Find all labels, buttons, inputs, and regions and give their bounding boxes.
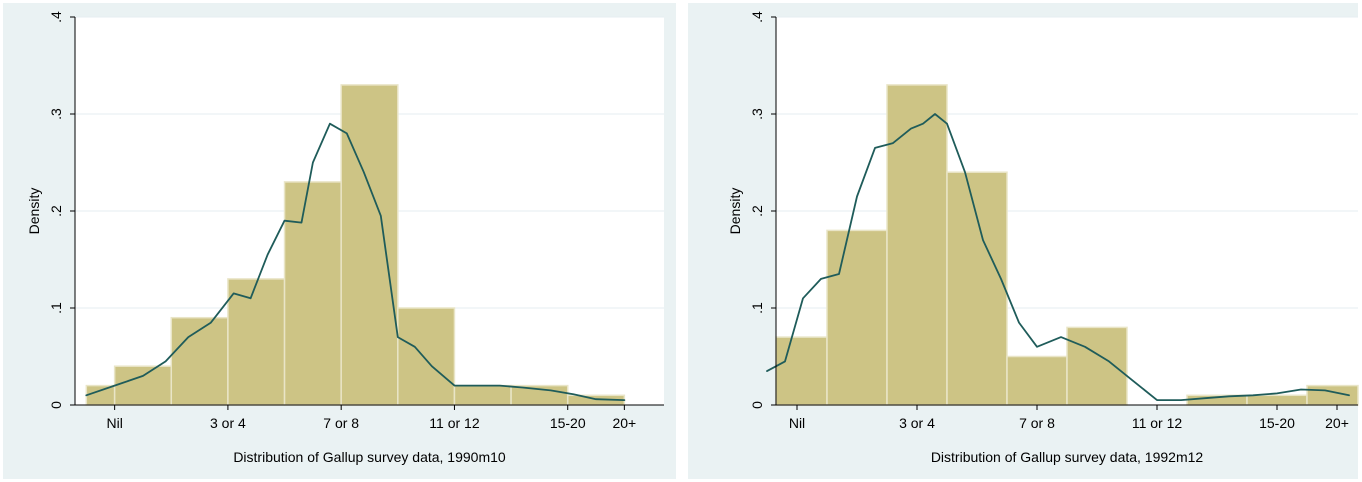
y-axis-title: Density bbox=[727, 188, 743, 235]
y-tick-label: .2 bbox=[48, 205, 64, 217]
y-tick-label: .3 bbox=[749, 108, 765, 120]
x-tick-label: 11 or 12 bbox=[1132, 415, 1183, 431]
histogram-bar bbox=[1066, 326, 1128, 406]
x-axis-title: Distribution of Gallup survey data, 1990… bbox=[233, 449, 506, 465]
x-tick-label: 11 or 12 bbox=[429, 415, 480, 431]
y-tick-label: 0 bbox=[48, 401, 64, 409]
histogram-bar bbox=[453, 384, 512, 406]
y-tick-label: .4 bbox=[749, 11, 765, 23]
histogram-bar bbox=[340, 84, 399, 406]
kernel-density-line bbox=[766, 113, 1350, 402]
x-tick-label: Nil bbox=[106, 415, 122, 431]
histogram-bar bbox=[886, 84, 948, 406]
x-axis-title: Distribution of Gallup survey data, 1992… bbox=[931, 449, 1204, 465]
y-tick-label: .1 bbox=[749, 302, 765, 314]
y-tick-label: .1 bbox=[48, 302, 64, 314]
y-tick-label: .2 bbox=[749, 205, 765, 217]
y-tick-label: .4 bbox=[48, 11, 64, 23]
kernel-density-line bbox=[85, 122, 626, 402]
histogram-bar bbox=[1306, 384, 1359, 406]
x-tick-label: 3 or 4 bbox=[210, 415, 246, 431]
histogram-bar bbox=[227, 278, 286, 406]
x-tick-label: 20+ bbox=[612, 415, 636, 431]
histogram-bar bbox=[397, 307, 456, 406]
histogram-bar bbox=[826, 229, 888, 406]
chart-panel-1: 0 .1 .2 .3 .4 Nil 3 or 4 7 or 8 11 or 12 15-20 20+… bbox=[3, 3, 676, 479]
histogram-bar bbox=[283, 181, 342, 406]
histogram-bar bbox=[946, 171, 1008, 406]
x-tick-label: 7 or 8 bbox=[1019, 415, 1055, 431]
histogram-bar bbox=[775, 336, 828, 406]
histogram-bar bbox=[113, 365, 173, 406]
y-tick-label: .3 bbox=[48, 108, 64, 120]
y-axis-title: Density bbox=[26, 188, 42, 235]
x-tick-label: 20+ bbox=[1325, 415, 1349, 431]
chart-panel-2: 0 .1 .2 .3 .4 Nil 3 or 4 7 or 8 11 or 12 15-20 20+… bbox=[688, 3, 1359, 479]
x-tick-label: 3 or 4 bbox=[899, 415, 935, 431]
x-tick-label: Nil bbox=[789, 415, 805, 431]
histogram-bar bbox=[1006, 355, 1068, 406]
y-tick-label: 0 bbox=[749, 401, 765, 409]
x-tick-label: 15-20 bbox=[550, 415, 586, 431]
x-tick-label: 7 or 8 bbox=[323, 415, 359, 431]
histogram-bar bbox=[1246, 394, 1308, 406]
x-tick-label: 15-20 bbox=[1259, 415, 1295, 431]
histogram-bar bbox=[85, 384, 116, 406]
